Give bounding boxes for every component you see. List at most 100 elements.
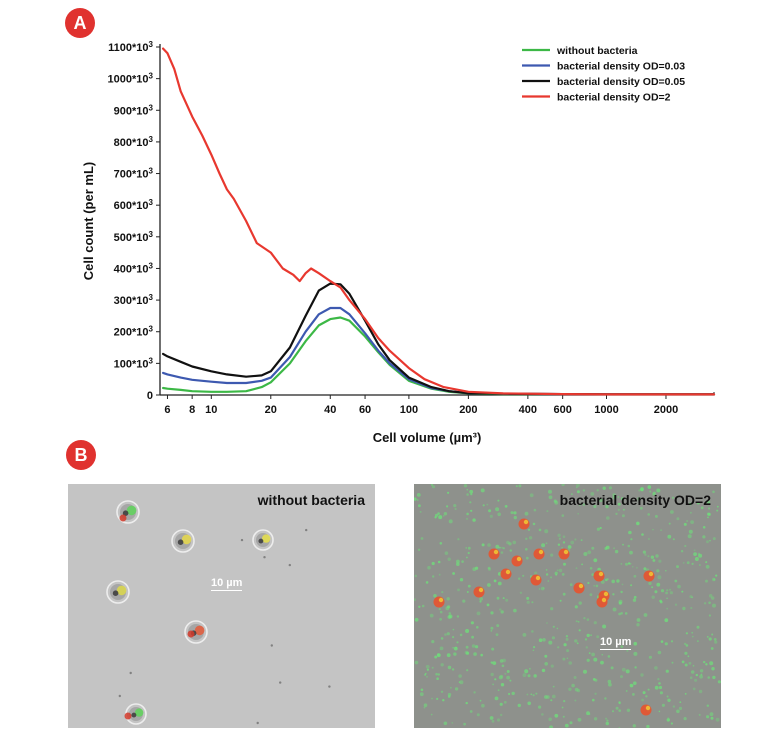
bacteria-dot bbox=[471, 635, 474, 639]
bacteria-dot bbox=[712, 675, 716, 680]
bacteria-dot bbox=[556, 627, 559, 630]
bacteria-dot bbox=[557, 646, 560, 649]
bacteria-dot bbox=[665, 569, 667, 572]
bacteria-dot bbox=[656, 488, 661, 493]
bacteria-dot bbox=[462, 599, 466, 603]
bacteria-dot bbox=[432, 575, 435, 578]
bacteria-dot bbox=[674, 603, 678, 606]
bacteria-dot bbox=[458, 674, 462, 678]
bacteria-dot bbox=[544, 529, 549, 534]
bacteria-dot bbox=[434, 655, 438, 659]
bacteria-dot bbox=[472, 518, 476, 522]
bacteria-dot bbox=[641, 698, 644, 702]
bacteria-dot bbox=[601, 653, 604, 656]
debris-dot bbox=[240, 538, 244, 542]
bacteria-dot bbox=[475, 566, 479, 570]
bacteria-dot bbox=[547, 580, 550, 582]
bacteria-dot bbox=[454, 687, 459, 691]
bacteria-dot bbox=[444, 633, 447, 636]
bacteria-dot bbox=[437, 673, 440, 676]
bacteria-dot bbox=[420, 537, 424, 540]
bacteria-dot bbox=[652, 491, 656, 495]
bacteria-dot bbox=[414, 598, 416, 602]
bacteria-dot bbox=[625, 690, 628, 692]
bacteria-dot bbox=[486, 503, 489, 506]
bacteria-dot bbox=[525, 548, 528, 551]
bacteria-dot bbox=[493, 579, 497, 583]
bacteria-dot bbox=[490, 661, 493, 664]
bacteria-dot bbox=[558, 568, 563, 573]
bacteria-dot bbox=[567, 545, 572, 549]
bacteria-dot bbox=[421, 604, 425, 608]
bacteria-dot bbox=[699, 564, 701, 566]
debris-dot bbox=[129, 671, 132, 675]
bacteria-dot bbox=[455, 646, 457, 649]
bacteria-dot bbox=[550, 553, 554, 557]
cell-halo bbox=[252, 529, 274, 551]
bacteria-dot bbox=[706, 715, 710, 719]
bacteria-dot bbox=[681, 660, 685, 664]
bacteria-dot bbox=[699, 669, 704, 673]
infected-cell bbox=[518, 518, 530, 530]
bacteria-dot bbox=[711, 596, 715, 600]
bacteria-dot bbox=[588, 652, 591, 654]
bacteria-dot bbox=[682, 562, 685, 564]
bacteria-dot bbox=[627, 544, 631, 548]
bacteria-dot bbox=[600, 580, 605, 584]
y-tick-label: 1000*103 bbox=[108, 72, 154, 86]
bacteria-dot bbox=[465, 651, 470, 655]
bacteria-dot bbox=[607, 679, 612, 684]
bacteria-dot bbox=[452, 572, 455, 575]
bacteria-dot bbox=[503, 700, 507, 704]
bacteria-dot bbox=[668, 522, 671, 525]
bacteria-dot bbox=[459, 633, 463, 637]
bacteria-dot bbox=[660, 589, 665, 593]
bacteria-dot bbox=[683, 717, 687, 721]
bacteria-dot bbox=[538, 528, 542, 532]
bacteria-dot bbox=[500, 674, 504, 678]
bacteria-dot bbox=[692, 687, 696, 691]
bacteria-dot bbox=[684, 642, 687, 646]
bacteria-dot bbox=[496, 596, 500, 600]
series-line-2 bbox=[162, 282, 716, 396]
bacteria-dot bbox=[591, 546, 595, 550]
bacteria-dot bbox=[622, 543, 624, 546]
bacteria-dot bbox=[716, 505, 719, 508]
bacteria-dot bbox=[711, 633, 714, 636]
bacteria-dot bbox=[563, 562, 566, 566]
bacteria-dot bbox=[605, 717, 608, 720]
bacteria-dot bbox=[527, 701, 531, 706]
bacteria-dot bbox=[447, 557, 451, 561]
bacteria-dot bbox=[709, 712, 714, 717]
bacteria-dot bbox=[525, 556, 529, 560]
bacteria-dot bbox=[441, 591, 444, 594]
bacteria-dot bbox=[637, 497, 641, 501]
bacteria-dot bbox=[593, 657, 598, 662]
bacteria-dot bbox=[634, 666, 637, 669]
bacteria-dot bbox=[466, 488, 469, 491]
cell-halo bbox=[106, 580, 130, 604]
bacteria-dot bbox=[519, 591, 523, 594]
debris-dot bbox=[279, 681, 282, 684]
bacteria-dot bbox=[717, 680, 721, 684]
infected-cell-core bbox=[598, 571, 604, 577]
bacteria-dot bbox=[550, 576, 553, 579]
bacteria-dot bbox=[465, 547, 467, 549]
bacteria-dot bbox=[467, 551, 470, 555]
bacteria-dot bbox=[612, 710, 614, 713]
bacteria-dot bbox=[633, 641, 638, 646]
bacteria-dot bbox=[440, 690, 444, 693]
bacteria-dot bbox=[578, 601, 582, 605]
bacteria-dot bbox=[453, 504, 457, 508]
bacteria-dot bbox=[470, 621, 474, 625]
bacteria-dot bbox=[642, 550, 646, 554]
bacteria-dot bbox=[582, 503, 586, 506]
bacteria-dot bbox=[479, 600, 482, 603]
bacteria-dot bbox=[533, 646, 536, 649]
bacteria-dot bbox=[620, 590, 623, 594]
bacteria-dot bbox=[708, 637, 712, 641]
bacteria-dot bbox=[710, 647, 714, 650]
bacteria-dot bbox=[633, 651, 638, 656]
infected-cell bbox=[433, 596, 445, 608]
bacteria-dot bbox=[669, 588, 671, 591]
